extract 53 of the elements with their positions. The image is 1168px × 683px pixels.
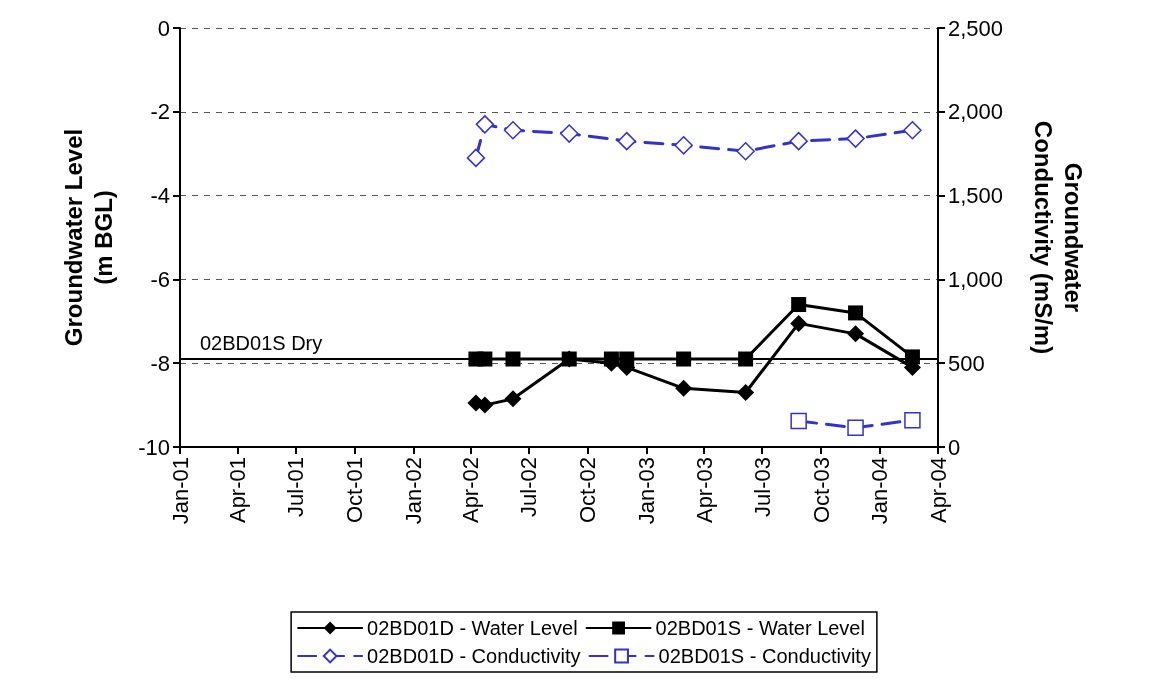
legend-label: 02BD01D - Conductivity (367, 645, 581, 667)
point (737, 384, 755, 402)
y2-tick-label: 2,500 (948, 15, 1004, 41)
point (466, 148, 486, 168)
point (675, 379, 693, 397)
point (846, 129, 865, 148)
x-tick-label: Jan-02 (400, 457, 426, 525)
legend-label: 02BD01S - Conductivity (658, 645, 871, 667)
point (903, 120, 922, 140)
y2-axis-title: Groundwater Conductivity (mS/m) (1029, 120, 1087, 355)
point (736, 141, 755, 161)
legend-label: 02BD01S - Water Level (655, 617, 865, 639)
y-axis-title: Groundwater Level (m BGL) (59, 128, 117, 347)
y2-tick-label: 1,000 (948, 266, 1004, 292)
x-tick-label: Apr-01 (225, 457, 251, 524)
point (503, 120, 523, 140)
y2-tick-label: 1,500 (948, 183, 1004, 209)
point (504, 390, 522, 408)
y-tick-label: -2 (150, 99, 170, 125)
x-tick-label: Apr-02 (458, 457, 484, 524)
y-tick-label: -10 (138, 434, 170, 460)
point (475, 115, 495, 134)
y-tick-label: -8 (150, 350, 170, 376)
y2-tick-label: 2,000 (948, 99, 1004, 125)
x-tick-label: Jan-01 (167, 457, 193, 525)
point (789, 131, 808, 151)
x-tick-label: Jul-03 (749, 457, 775, 517)
y2-tick-label: 0 (948, 434, 961, 460)
x-tick-label: Oct-02 (575, 457, 601, 524)
x-tick-label: Apr-04 (925, 457, 951, 524)
point (847, 325, 865, 343)
point (848, 305, 864, 321)
y-tick-label: -4 (150, 183, 170, 209)
legend-label: 02BD01D - Water Level (367, 617, 578, 639)
x-tick-label: Jul-02 (516, 457, 542, 517)
point (559, 124, 579, 143)
y-tick-label: 0 (157, 15, 170, 41)
point (790, 314, 808, 332)
x-tick-label: Apr-03 (691, 457, 717, 524)
point (790, 412, 807, 430)
ref-line-label: 02BD01S Dry (200, 332, 323, 355)
point (904, 411, 921, 429)
y-tick-label: -6 (150, 266, 170, 292)
y2-tick-label: 500 (948, 350, 985, 376)
x-tick-label: Jan-03 (634, 457, 660, 525)
point (674, 136, 693, 155)
x-tick-label: Oct-01 (341, 457, 367, 524)
point (847, 419, 864, 436)
point (791, 297, 807, 313)
point (617, 131, 636, 151)
x-tick-label: Jan-04 (867, 457, 893, 525)
x-tick-label: Jul-01 (283, 457, 309, 517)
x-tick-label: Oct-03 (808, 457, 834, 524)
